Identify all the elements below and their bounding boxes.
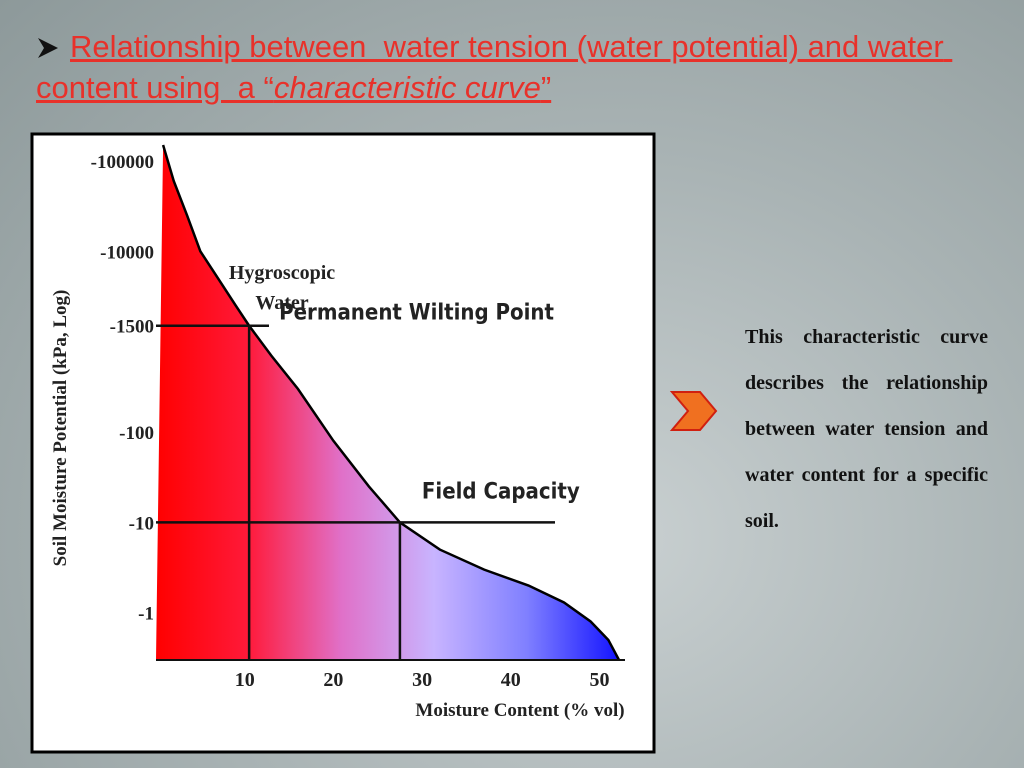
- y-axis-label: Soil Moisture Potential (kPa, Log): [50, 290, 71, 567]
- y-tick-label: -10: [129, 513, 154, 534]
- chevron-icon: [669, 391, 718, 431]
- area-fill: [156, 145, 619, 660]
- x-axis-label: Moisture Content (% vol): [415, 700, 624, 721]
- x-tick-label: 10: [235, 669, 255, 691]
- title-italic: characteristic curve: [273, 70, 541, 105]
- y-tick-label: -10000: [100, 242, 154, 263]
- annotation: Hygroscopic: [229, 262, 335, 284]
- reference-label: Permanent Wilting Point: [279, 301, 554, 326]
- x-tick-label: 40: [501, 669, 521, 691]
- y-tick-label: -1: [138, 604, 154, 625]
- x-tick-label: 30: [412, 669, 432, 691]
- title-end: ”: [540, 70, 552, 105]
- slide-title: Relationship between water tension (wate…: [36, 26, 996, 108]
- y-tick-label: -1500: [110, 317, 154, 338]
- y-tick-label: -100: [119, 423, 154, 444]
- body-text: This characteristic curve describes the …: [745, 326, 988, 532]
- bullet-arrow: [38, 38, 58, 58]
- reference-label: Field Capacity: [422, 479, 580, 504]
- title-main: Relationship between water tension (wate…: [36, 29, 953, 105]
- x-tick-label: 20: [323, 669, 343, 691]
- annotation: Water: [255, 292, 308, 314]
- x-tick-label: 50: [589, 669, 609, 691]
- curve-line: [161, 144, 621, 661]
- y-tick-label: -100000: [91, 152, 154, 173]
